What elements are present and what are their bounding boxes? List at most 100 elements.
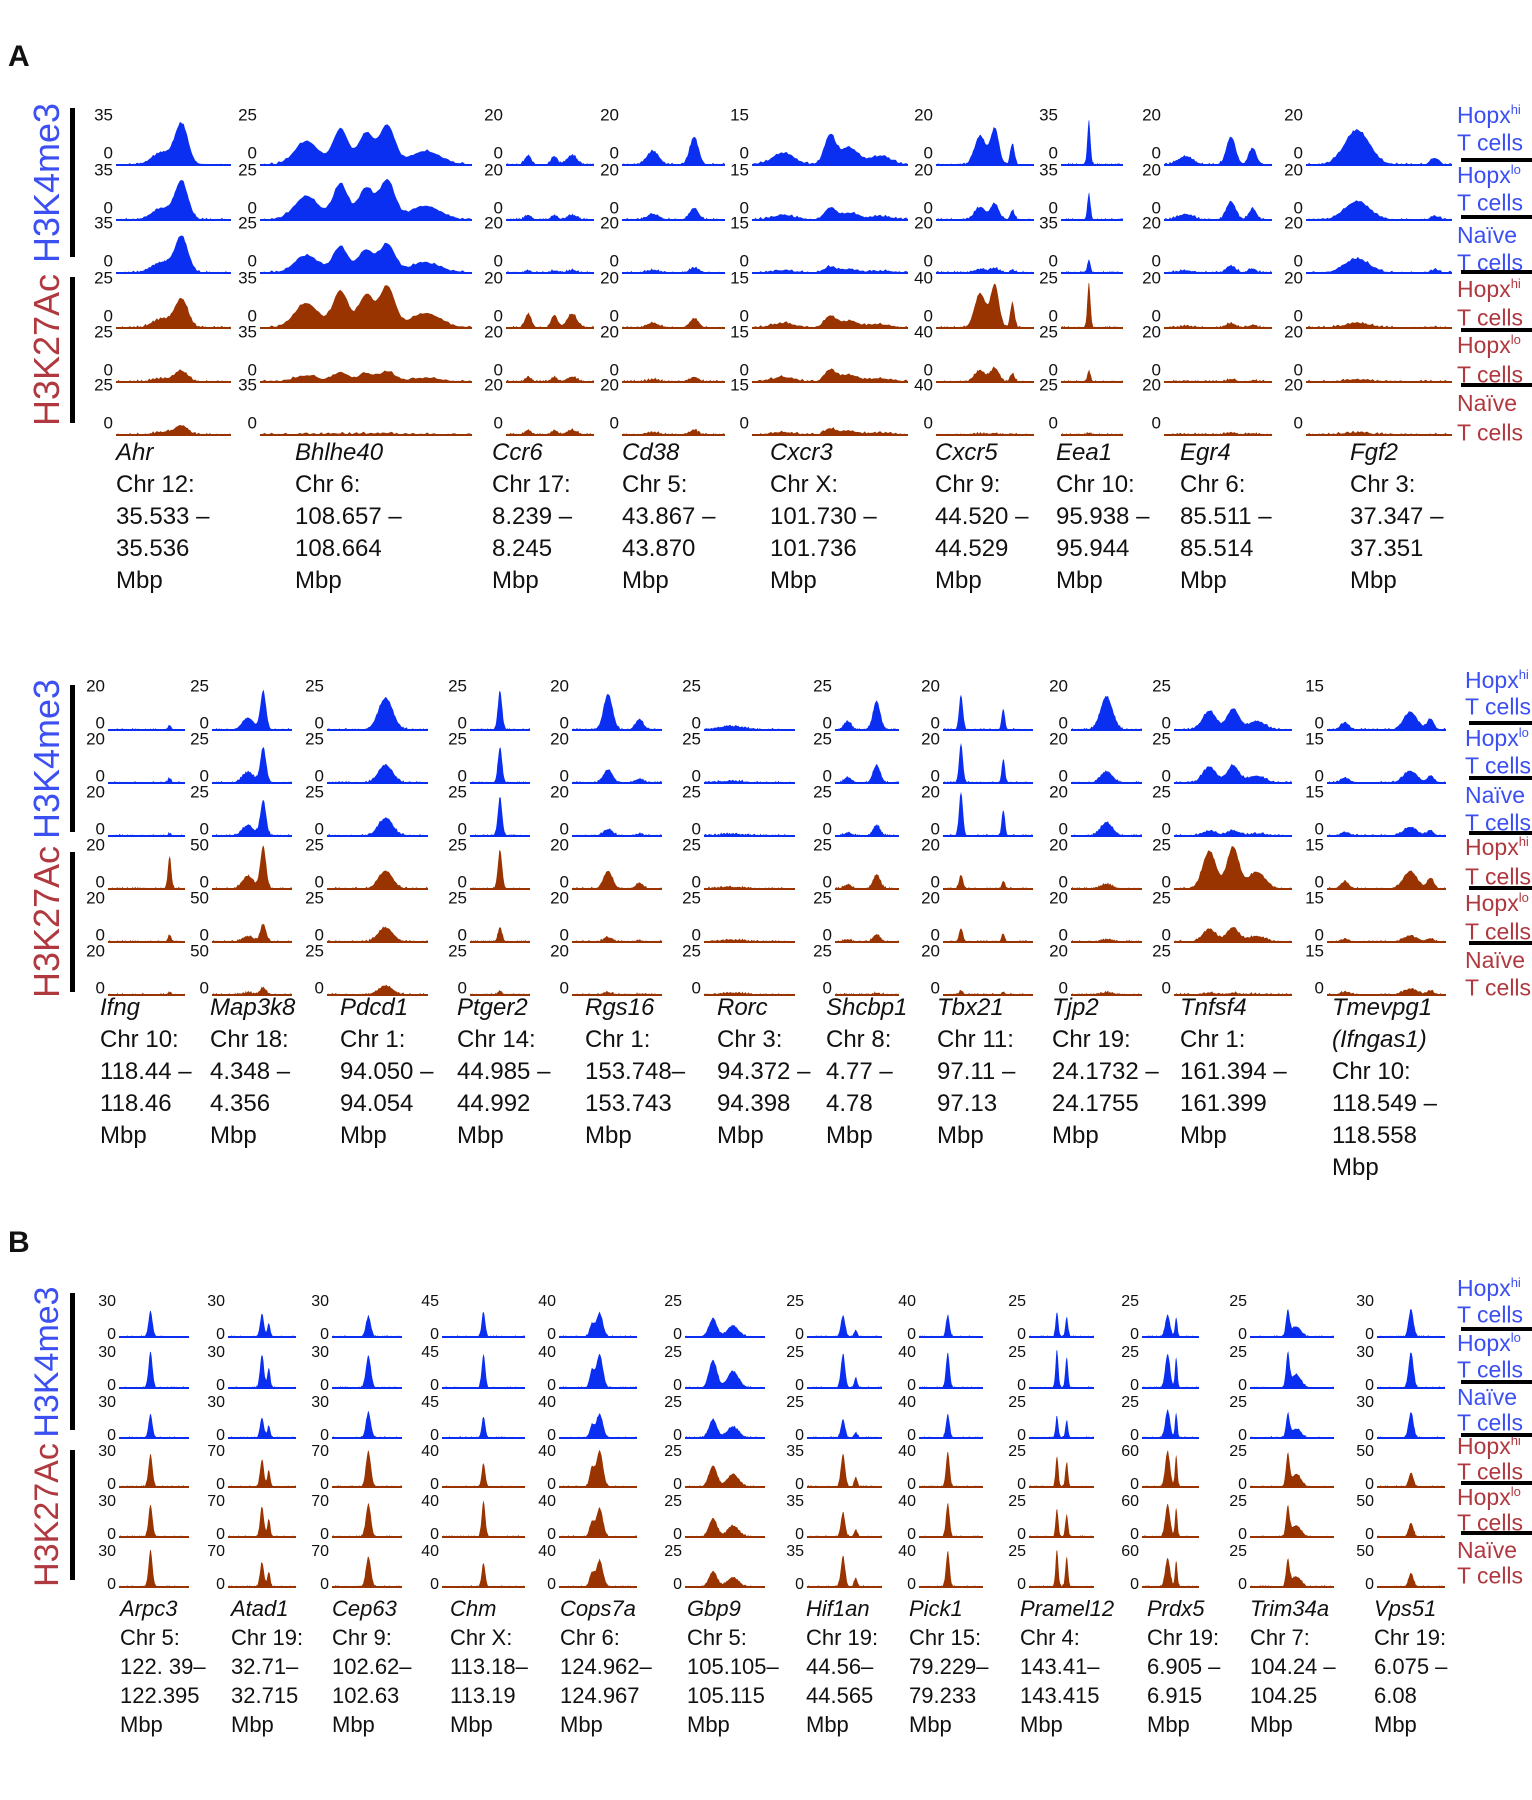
signal-area — [1164, 321, 1272, 328]
track-zero-label: 0 — [1048, 360, 1058, 380]
track-ymax-label: 60 — [1121, 1493, 1139, 1510]
track-zero-label: 0 — [430, 1427, 439, 1444]
track-zero-label: 0 — [1058, 713, 1068, 733]
group-bracket-bar — [70, 1293, 75, 1430]
signal-area — [506, 375, 594, 382]
gene-range-unit: Mbp — [770, 567, 817, 594]
legend-divider — [1469, 776, 1532, 780]
signal-track — [1306, 200, 1452, 221]
track-ymax-label: 25 — [448, 676, 467, 696]
track-zero-label: 0 — [1130, 1326, 1139, 1343]
track-ymax-label: 70 — [311, 1493, 329, 1510]
signal-track — [332, 1314, 402, 1338]
signal-area — [1164, 136, 1272, 165]
signal-area — [622, 428, 725, 435]
signal-area — [835, 763, 899, 783]
signal-track — [704, 832, 795, 837]
signal-track — [119, 1413, 189, 1439]
signal-track — [1377, 1352, 1445, 1389]
track-ymax-label: 25 — [1121, 1293, 1139, 1310]
gene-chromosome: Chr 6: — [295, 471, 361, 498]
track-ymax-label: 15 — [1305, 729, 1324, 749]
gene-range-start: 6.075 – — [1374, 1653, 1448, 1679]
track-ymax-label: 30 — [207, 1344, 225, 1361]
signal-track — [1029, 1415, 1094, 1439]
track-zero-label: 0 — [923, 251, 933, 271]
track-zero-label: 0 — [609, 143, 619, 163]
track-zero-label: 0 — [107, 1476, 116, 1493]
signal-area — [327, 817, 428, 836]
signal-area — [936, 126, 1034, 165]
legend-sample-name: Hopx — [1457, 1275, 1511, 1301]
gene-name: Shcbp1 — [826, 994, 908, 1021]
signal-track — [1071, 695, 1142, 731]
signal-area — [470, 747, 530, 783]
signal-area — [807, 1353, 882, 1388]
track-ymax-label: 20 — [921, 729, 940, 749]
signal-area — [332, 1355, 402, 1388]
track-ymax-label: 30 — [1356, 1394, 1374, 1411]
signal-track — [260, 124, 472, 166]
track-ymax-label: 20 — [550, 835, 569, 855]
signal-area — [936, 266, 1034, 273]
track-zero-label: 0 — [216, 1476, 225, 1493]
gene-label: Tjp2 Chr 19: 24.1732 – 24.1755 Mbp — [1052, 992, 1159, 1152]
gene-chromosome: Chr 7: — [1250, 1624, 1310, 1650]
gene-chromosome: Chr 5: — [120, 1624, 180, 1650]
signal-area — [1071, 990, 1142, 995]
gene-range-unit: Mbp — [340, 1122, 387, 1149]
signal-area — [936, 283, 1034, 328]
track-zero-label: 0 — [1130, 1377, 1139, 1394]
track-ymax-label: 40 — [898, 1443, 916, 1460]
signal-area — [1142, 1353, 1199, 1388]
signal-area — [943, 875, 1033, 889]
signal-track — [685, 1570, 765, 1588]
legend-sample-label: Naïve — [1457, 1385, 1517, 1409]
track-ymax-label: 15 — [1305, 888, 1324, 908]
gene-range-start: 118.44 – — [100, 1058, 192, 1085]
track-zero-label: 0 — [103, 198, 113, 218]
group-bracket-bar — [70, 108, 75, 257]
signal-area — [470, 989, 530, 995]
track-ymax-label: 40 — [538, 1543, 556, 1560]
track-ymax-label: 20 — [1049, 888, 1068, 908]
gene-range-start: 108.657 – — [295, 503, 402, 530]
gene-range-start: 44.56– — [806, 1653, 874, 1679]
signal-track — [807, 1555, 882, 1588]
track-ymax-label: 15 — [730, 213, 749, 233]
signal-track — [332, 1450, 402, 1488]
legend-cell-type-label: T cells — [1457, 1409, 1524, 1436]
gene-name: Hif1an — [806, 1595, 870, 1621]
track-ymax-label: 20 — [600, 375, 619, 395]
track-zero-label: 0 — [795, 1526, 804, 1543]
track-zero-label: 0 — [822, 819, 832, 839]
gene-label: Pramel12 Chr 4: 143.41– 143.415 Mbp — [1020, 1594, 1114, 1739]
track-ymax-label: 15 — [730, 105, 749, 125]
track-zero-label: 0 — [559, 872, 569, 892]
legend-sample-name: Naïve — [1457, 1384, 1518, 1410]
signal-track — [936, 126, 1034, 166]
track-zero-label: 0 — [95, 819, 105, 839]
track-ymax-label: 30 — [1356, 1293, 1374, 1310]
signal-area — [506, 213, 594, 220]
signal-track — [1071, 770, 1142, 784]
legend-sample-name: Hopx — [1457, 1484, 1511, 1510]
signal-area — [1071, 882, 1142, 889]
signal-area — [1071, 821, 1142, 836]
track-zero-label: 0 — [199, 766, 209, 786]
signal-area — [943, 694, 1033, 730]
track-zero-label: 0 — [1161, 872, 1171, 892]
gene-name: Eea1 — [1056, 439, 1113, 466]
signal-track — [260, 285, 472, 329]
track-zero-label: 0 — [691, 766, 701, 786]
track-zero-label: 0 — [1161, 713, 1171, 733]
gene-range-start: 24.1732 – — [1052, 1058, 1159, 1085]
legend-sample-superscript: lo — [1518, 725, 1529, 740]
track-zero-label: 0 — [1365, 1377, 1374, 1394]
track-ymax-label: 25 — [1039, 375, 1058, 395]
track-zero-label: 0 — [923, 143, 933, 163]
signal-track — [835, 763, 899, 784]
track-zero-label: 0 — [795, 1476, 804, 1493]
gene-chromosome: Chr 11: — [937, 1026, 1014, 1053]
